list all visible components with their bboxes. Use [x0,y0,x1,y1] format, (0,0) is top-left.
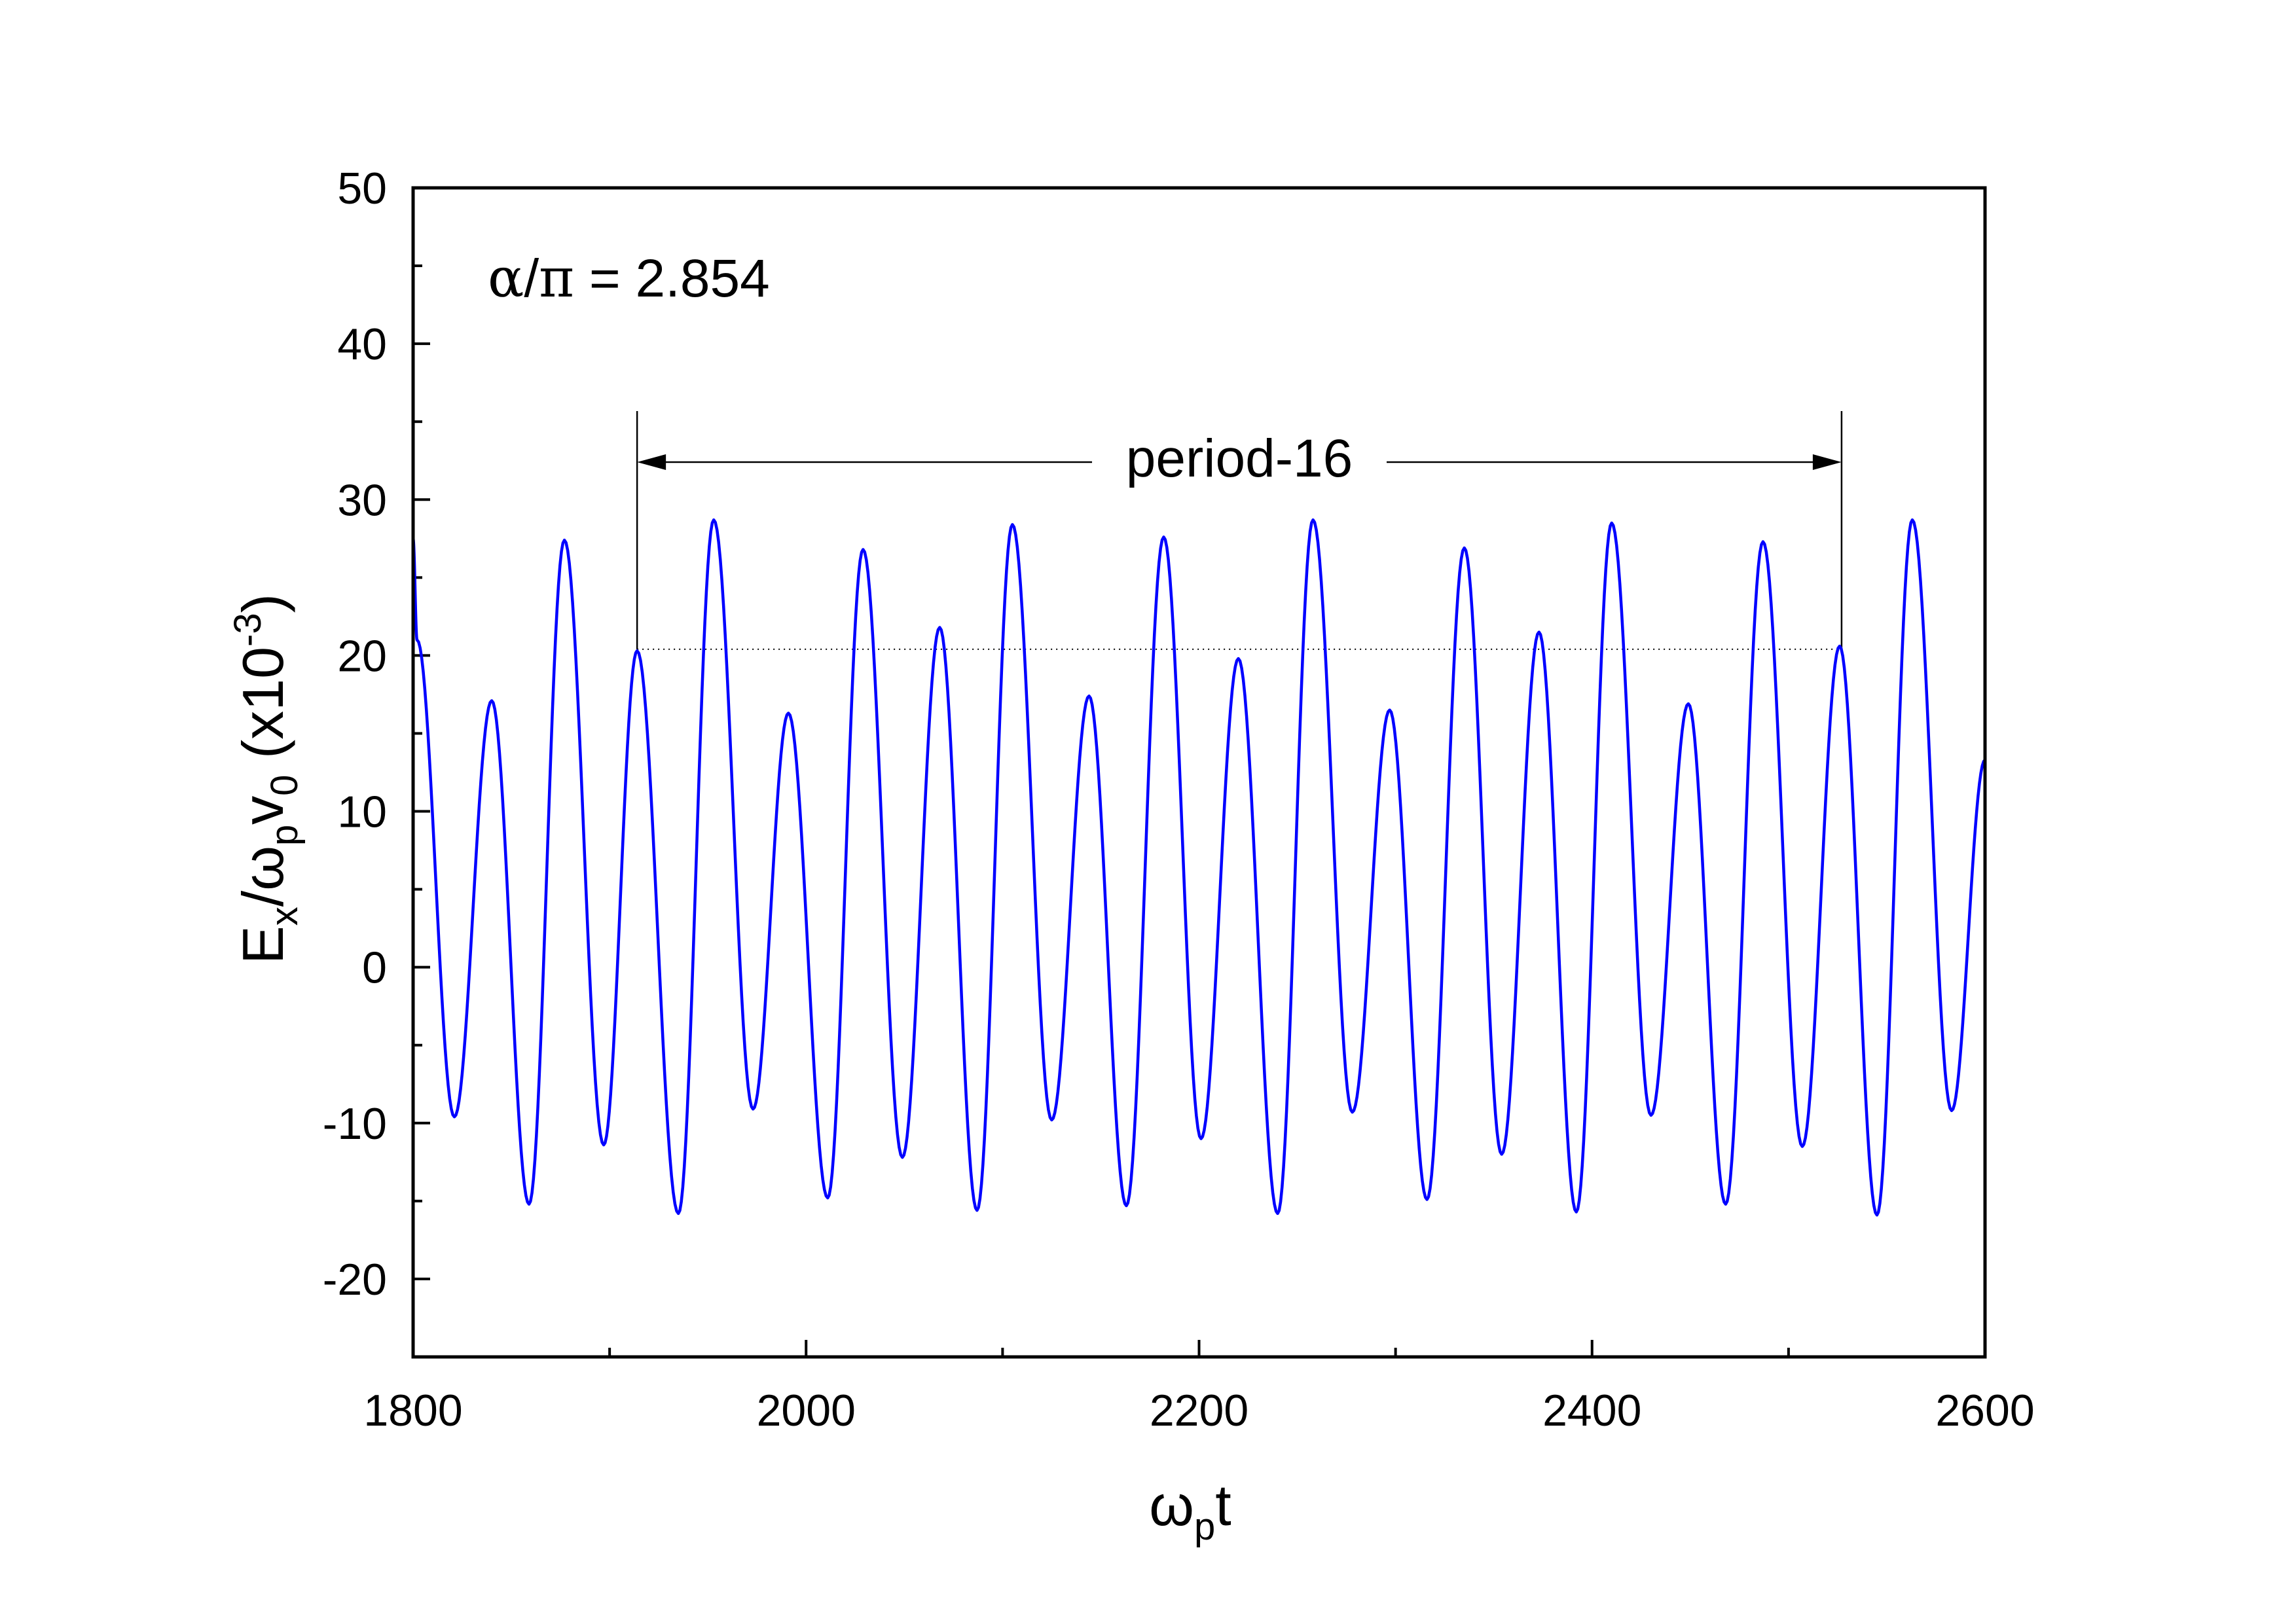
x-axis-title: ωpt [1149,1473,1231,1548]
x-tick-label: 2600 [1935,1386,2034,1435]
pi-symbol: π [539,247,574,310]
tick-labels: 1800 2000 2200 2400 2600 -20 -10 0 10 20 30 40 50 [323,164,2035,1435]
y-tick-label: 10 [337,787,387,837]
parameter-annotation: α/π = 2.854 [488,247,770,310]
x-axis-title-tail: t [1215,1473,1231,1538]
x-tick-label: 2400 [1542,1386,1641,1435]
y-tick-label: 50 [337,164,387,213]
y-axis-title: Ex/ωpv0 (x10-3) [227,594,306,964]
parameter-value: = 2.854 [574,249,770,308]
period-arrowhead-right [1812,454,1842,470]
alpha-symbol: α [488,247,524,310]
period-arrowhead-left [637,454,666,470]
plot-frame [411,186,1987,1359]
y-title-zero-sub: 0 [263,775,306,796]
y-title-v: v [230,796,295,825]
x-tick-label: 1800 [363,1386,462,1435]
x-tick-label: 2000 [757,1386,856,1435]
x-axis-title-main: ω [1149,1473,1194,1538]
series-line [411,518,1986,1217]
x-axis-title-sub: p [1194,1505,1215,1548]
y-tick-label: 0 [362,943,387,993]
y-title-factor: (x10 [230,647,295,775]
x-tick-label: 2200 [1150,1386,1248,1435]
y-title-omega: /ω [230,846,295,907]
y-title-close: ) [230,594,295,613]
slash-symbol: / [524,249,539,308]
reference-layer [636,411,1843,650]
y-tick-label: 40 [337,319,387,369]
y-tick-label: 30 [337,475,387,525]
y-title-e: E [230,926,295,964]
y-tick-label: -10 [323,1099,387,1149]
y-title-exp: -3 [227,613,269,647]
y-tick-label: -20 [323,1255,387,1305]
y-title-x-sub: x [263,907,306,926]
period-label: period-16 [1126,429,1353,488]
y-tick-label: 20 [337,631,387,681]
y-title-p-sub: p [263,825,306,846]
